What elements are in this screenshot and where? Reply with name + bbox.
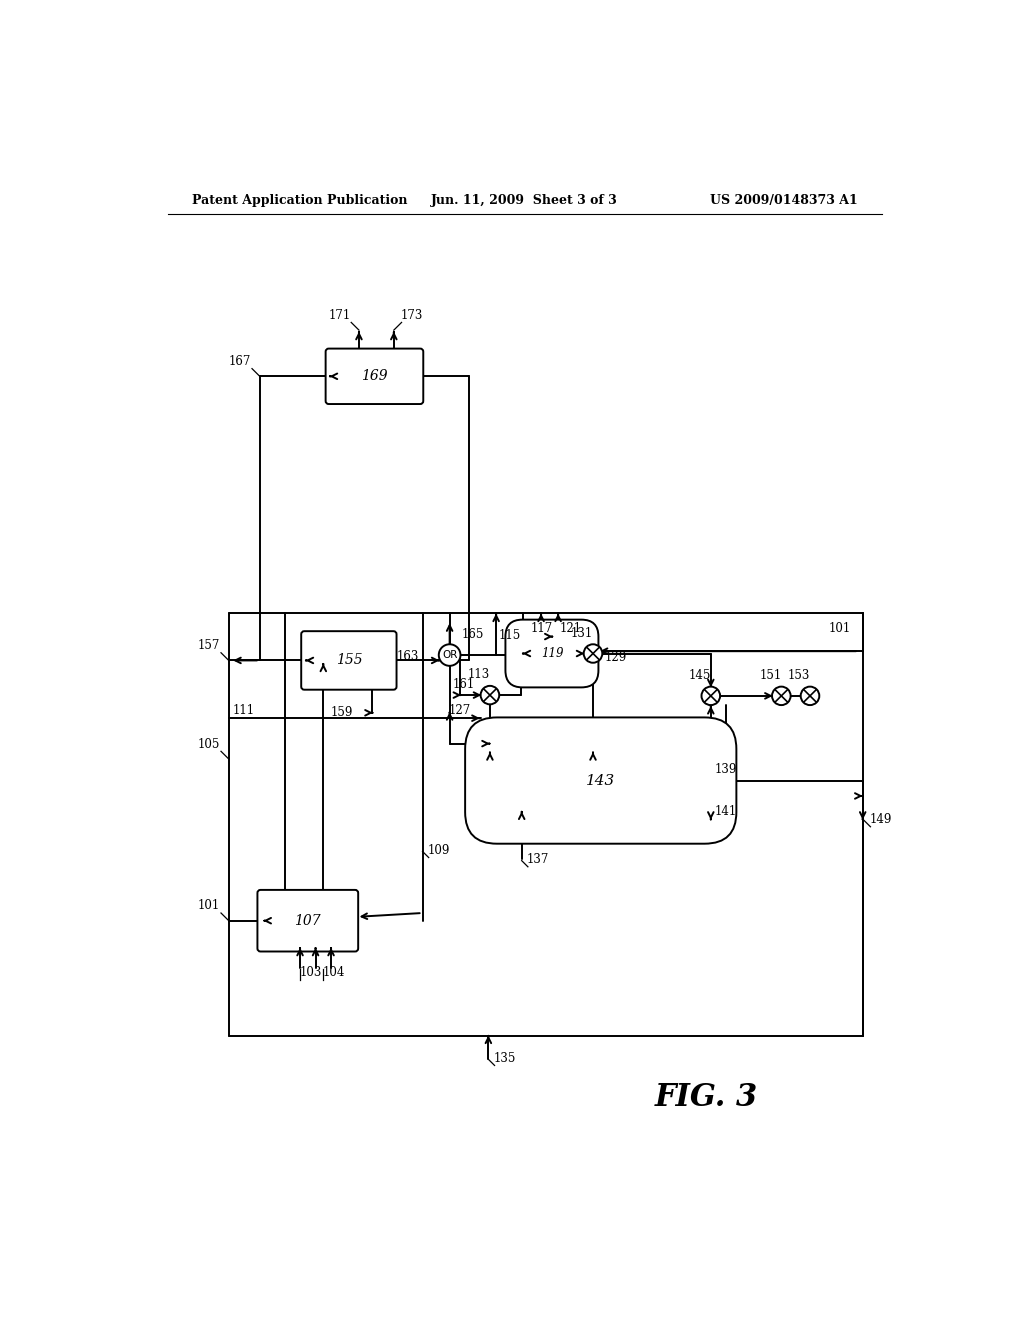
FancyBboxPatch shape [506, 619, 598, 688]
Text: 145: 145 [689, 669, 711, 682]
Text: 159: 159 [331, 706, 353, 719]
Text: 127: 127 [449, 704, 471, 717]
FancyBboxPatch shape [301, 631, 396, 689]
Text: 115: 115 [499, 630, 520, 643]
Text: 121: 121 [560, 622, 582, 635]
Text: 103: 103 [299, 966, 322, 979]
Text: OR: OR [442, 649, 458, 660]
Text: Jun. 11, 2009  Sheet 3 of 3: Jun. 11, 2009 Sheet 3 of 3 [431, 194, 618, 207]
Text: 163: 163 [397, 649, 419, 663]
Text: 153: 153 [787, 669, 810, 682]
Text: 131: 131 [571, 627, 593, 640]
Text: 157: 157 [198, 639, 220, 652]
Circle shape [801, 686, 819, 705]
Text: 129: 129 [604, 651, 627, 664]
Text: US 2009/0148373 A1: US 2009/0148373 A1 [711, 194, 858, 207]
Text: 173: 173 [400, 309, 423, 322]
Text: 107: 107 [295, 913, 322, 928]
FancyBboxPatch shape [257, 890, 358, 952]
Text: 165: 165 [462, 628, 484, 642]
Text: Patent Application Publication: Patent Application Publication [191, 194, 408, 207]
Text: 105: 105 [198, 738, 220, 751]
Text: 109: 109 [428, 843, 451, 857]
Text: 117: 117 [530, 622, 553, 635]
Text: 171: 171 [328, 309, 350, 322]
Text: 101: 101 [828, 622, 851, 635]
FancyBboxPatch shape [326, 348, 423, 404]
Text: 137: 137 [527, 853, 550, 866]
Circle shape [772, 686, 791, 705]
Circle shape [584, 644, 602, 663]
Text: 113: 113 [468, 668, 490, 681]
FancyBboxPatch shape [465, 718, 736, 843]
Text: 169: 169 [361, 370, 388, 383]
Text: 151: 151 [760, 669, 781, 682]
Circle shape [701, 686, 720, 705]
Text: 101: 101 [198, 899, 220, 912]
Text: 135: 135 [494, 1052, 516, 1065]
Text: 104: 104 [323, 966, 345, 979]
Text: 111: 111 [232, 704, 255, 717]
Text: 139: 139 [715, 763, 737, 776]
Text: 143: 143 [586, 774, 615, 788]
Text: 161: 161 [453, 678, 475, 692]
Text: 149: 149 [869, 813, 892, 826]
Text: 155: 155 [336, 653, 362, 668]
Circle shape [480, 686, 500, 705]
Text: 141: 141 [715, 805, 737, 818]
Text: 119: 119 [541, 647, 563, 660]
Text: FIG. 3: FIG. 3 [655, 1082, 758, 1113]
Text: 167: 167 [228, 355, 251, 368]
Circle shape [438, 644, 461, 665]
